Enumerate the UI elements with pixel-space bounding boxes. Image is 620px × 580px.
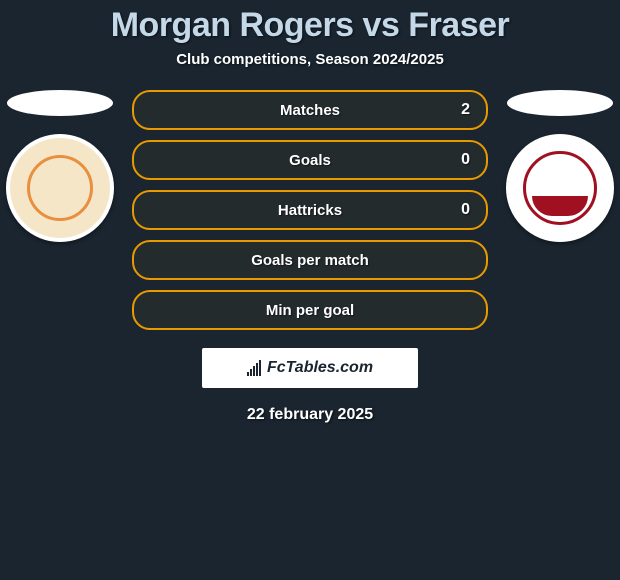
stat-row-matches: Matches 2	[132, 90, 488, 130]
stat-value: 0	[461, 201, 470, 219]
club-crest-left	[27, 155, 93, 221]
stat-label: Goals per match	[251, 252, 369, 269]
stat-row-goals-per-match: Goals per match	[132, 240, 488, 280]
comparison-panel: Matches 2 Goals 0 Hattricks 0 Goals per …	[0, 90, 620, 330]
stats-list: Matches 2 Goals 0 Hattricks 0 Goals per …	[132, 90, 488, 330]
stat-row-hattricks: Hattricks 0	[132, 190, 488, 230]
brand-bars-icon	[247, 360, 261, 376]
stat-value: 0	[461, 151, 470, 169]
club-crest-right	[523, 151, 597, 225]
page-subtitle: Club competitions, Season 2024/2025	[0, 51, 620, 68]
brand-box: FcTables.com	[202, 348, 418, 388]
stat-label: Min per goal	[266, 302, 354, 319]
club-badge-right	[506, 134, 614, 242]
player-right-column	[500, 90, 620, 242]
brand-text: FcTables.com	[267, 359, 373, 377]
player-left-column	[0, 90, 120, 242]
stat-label: Hattricks	[278, 202, 342, 219]
stat-label: Goals	[289, 152, 331, 169]
footer-date: 22 february 2025	[0, 406, 620, 424]
stat-row-goals: Goals 0	[132, 140, 488, 180]
club-badge-left	[6, 134, 114, 242]
page-title: Morgan Rogers vs Fraser	[0, 6, 620, 45]
player-left-silhouette	[7, 90, 113, 116]
stat-label: Matches	[280, 102, 340, 119]
stat-value: 2	[461, 101, 470, 119]
stat-row-min-per-goal: Min per goal	[132, 290, 488, 330]
player-right-silhouette	[507, 90, 613, 116]
